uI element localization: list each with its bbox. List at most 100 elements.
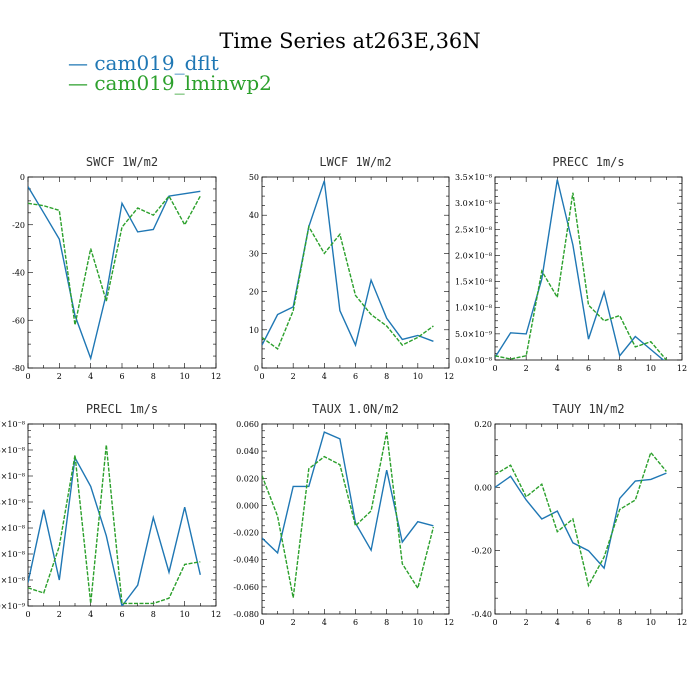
series-line-taux-cam019_dflt <box>262 431 434 555</box>
x-tick-label-tauy: 8 <box>617 618 622 627</box>
y-tick-label-tauy: 0.20 <box>474 420 492 429</box>
y-tick-label-precl: 4×10⁻⁸ <box>0 498 25 507</box>
x-tick-label-precl: 12 <box>211 610 221 619</box>
x-tick-label-taux: 2 <box>291 618 296 627</box>
y-tick-label-lwcf: 30 <box>249 249 259 258</box>
x-tick-label-precc: 12 <box>677 364 687 373</box>
y-tick-label-precl: 3×10⁻⁸ <box>0 524 25 533</box>
x-tick-label-precc: 2 <box>524 364 529 373</box>
y-tick-label-precc: 1.5×10⁻⁸ <box>455 278 492 287</box>
chart-title-lwcf: LWCF 1W/m2 <box>319 155 391 169</box>
x-tick-label-precc: 10 <box>646 364 656 373</box>
y-tick-label-lwcf: 40 <box>249 211 259 220</box>
x-tick-label-precc: 0 <box>492 364 497 373</box>
y-tick-label-lwcf: 20 <box>249 288 259 297</box>
y-tick-label-tauy: 0.00 <box>474 483 492 492</box>
x-tick-label-precl: 0 <box>25 610 30 619</box>
x-tick-label-swcf: 8 <box>151 372 156 381</box>
y-tick-label-tauy: -0.40 <box>471 610 492 619</box>
plot-frame-precl <box>27 423 217 607</box>
chart-lwcf: LWCF 1W/m2 0 2 4 6 8 10 12 0 10 20 30 40 50 <box>249 155 454 381</box>
y-tick-label-lwcf: 50 <box>249 173 259 182</box>
y-tick-label-taux: -0.040 <box>233 556 259 565</box>
chart-title-swcf: SWCF 1W/m2 <box>86 155 158 169</box>
x-tick-label-precl: 6 <box>119 610 124 619</box>
legend-entry-cam019_lminwp2: — cam019_lminwp2 <box>68 71 272 95</box>
x-tick-label-precc: 6 <box>586 364 591 373</box>
y-tick-label-precl: 2×10⁻⁸ <box>0 550 25 559</box>
x-tick-label-lwcf: 0 <box>259 372 264 381</box>
series-line-tauy-cam019_dflt <box>495 472 667 570</box>
chart-title-tauy: TAUY 1N/m2 <box>552 402 624 416</box>
x-tick-label-precc: 4 <box>555 364 560 373</box>
figure-title: Time Series at263E,36N <box>219 29 480 53</box>
legend: — cam019_dflt— cam019_lminwp2 <box>68 51 272 95</box>
y-tick-label-swcf: -40 <box>12 269 25 278</box>
series-line-lwcf-cam019_dflt <box>262 180 434 348</box>
y-tick-label-precc: 2.5×10⁻⁸ <box>455 225 492 234</box>
series-line-swcf-cam019_dflt <box>28 186 201 361</box>
x-tick-label-lwcf: 6 <box>353 372 358 381</box>
y-tick-label-swcf: -20 <box>12 221 25 230</box>
x-tick-label-swcf: 12 <box>211 372 221 381</box>
y-tick-label-swcf: 0 <box>20 173 25 182</box>
x-tick-label-lwcf: 12 <box>444 372 454 381</box>
x-tick-label-taux: 6 <box>353 618 358 627</box>
chart-taux: TAUX 1.0N/m2 0 2 4 6 8 10 12 -0.080 -0.060 -0.040 -… <box>233 402 454 627</box>
series-line-precl-cam019_lminwp2 <box>28 444 201 605</box>
chart-precl: PRECL 1m/s 0 2 4 6 8 10 12 0×10⁻⁹ 1×10⁻⁸ 2×10⁻⁸ 3×1… <box>0 402 221 619</box>
x-tick-label-precc: 8 <box>617 364 622 373</box>
x-tick-label-tauy: 0 <box>492 618 497 627</box>
y-tick-label-precc: 3.0×10⁻⁸ <box>455 199 492 208</box>
x-tick-label-taux: 0 <box>259 618 264 627</box>
y-tick-label-taux: -0.020 <box>233 529 259 538</box>
chart-precc: PRECC 1m/s 0 2 4 6 8 10 12 0.0×10⁻⁸ 5.0×10⁻⁹ 1.0×1… <box>455 155 687 373</box>
x-tick-label-precl: 4 <box>88 610 93 619</box>
y-tick-label-taux: 0.000 <box>236 501 259 510</box>
y-tick-label-precc: 3.5×10⁻⁸ <box>455 173 492 182</box>
y-tick-label-precc: 1.0×10⁻⁸ <box>455 304 492 313</box>
y-tick-label-precl: 1×10⁻⁸ <box>0 576 25 585</box>
chart-tauy: TAUY 1N/m2 0 2 4 6 8 10 12 -0.40 -0.20 0.00 0.20 <box>471 402 687 627</box>
y-tick-label-tauy: -0.20 <box>471 547 492 556</box>
x-tick-label-tauy: 12 <box>677 618 687 627</box>
y-tick-label-precc: 5.0×10⁻⁹ <box>455 330 493 339</box>
y-tick-label-precl: 0×10⁻⁹ <box>0 602 26 611</box>
x-tick-label-tauy: 4 <box>555 618 560 627</box>
x-tick-label-lwcf: 8 <box>384 372 389 381</box>
y-tick-label-swcf: -60 <box>12 316 25 325</box>
y-tick-label-precl: 7×10⁻⁸ <box>0 420 25 429</box>
series-line-swcf-cam019_lminwp2 <box>28 194 201 326</box>
x-tick-label-swcf: 6 <box>119 372 124 381</box>
plot-frame-taux <box>261 423 450 615</box>
series-line-precc-cam019_dflt <box>495 179 665 360</box>
y-tick-label-swcf: -80 <box>12 364 25 373</box>
y-tick-label-taux: 0.060 <box>236 420 259 429</box>
x-tick-label-swcf: 0 <box>25 372 30 381</box>
series-line-lwcf-cam019_lminwp2 <box>262 224 434 350</box>
y-tick-label-taux: 0.040 <box>236 447 259 456</box>
x-tick-label-precl: 10 <box>180 610 190 619</box>
legend-entry-cam019_dflt: — cam019_dflt <box>68 51 219 75</box>
series-line-precl-cam019_dflt <box>28 455 201 606</box>
x-tick-label-swcf: 10 <box>180 372 190 381</box>
x-tick-label-tauy: 10 <box>646 618 656 627</box>
x-tick-label-taux: 8 <box>384 618 389 627</box>
series-line-taux-cam019_lminwp2 <box>262 431 435 598</box>
x-tick-label-lwcf: 10 <box>413 372 423 381</box>
chart-title-taux: TAUX 1.0N/m2 <box>312 402 399 416</box>
y-tick-label-precl: 5×10⁻⁸ <box>0 472 25 481</box>
y-tick-label-lwcf: 10 <box>249 326 259 335</box>
x-tick-label-taux: 10 <box>413 618 423 627</box>
y-tick-label-taux: 0.020 <box>236 474 259 483</box>
y-tick-label-precc: 2.0×10⁻⁸ <box>455 251 492 260</box>
y-tick-label-precl: 6×10⁻⁸ <box>0 446 25 455</box>
series-line-tauy-cam019_lminwp2 <box>495 451 667 588</box>
plot-frame-lwcf <box>261 176 450 369</box>
y-tick-label-lwcf: 0 <box>254 364 259 373</box>
x-tick-label-lwcf: 4 <box>322 372 327 381</box>
x-tick-label-lwcf: 2 <box>291 372 296 381</box>
series-line-precc-cam019_lminwp2 <box>495 192 667 360</box>
